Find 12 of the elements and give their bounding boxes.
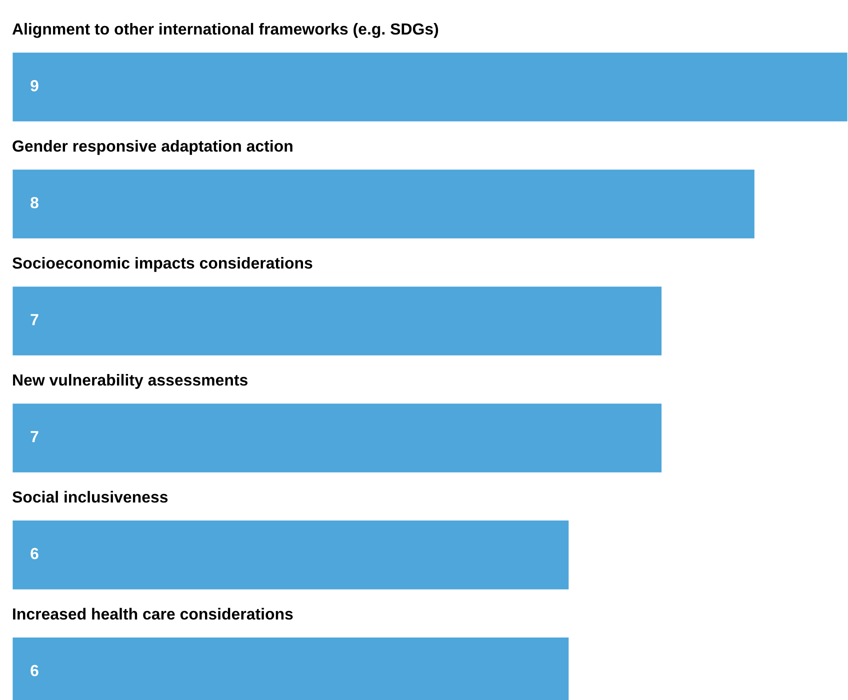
data-label: 6 bbox=[30, 548, 38, 560]
y-tick-label: Alignment to other international frameworks (e.g. SDGs) bbox=[12, 22, 438, 38]
y-tick-label: Social inclusiveness bbox=[12, 490, 168, 503]
y-tick-label: Socioeconomic impacts considerations bbox=[12, 256, 312, 272]
data-label: 7 bbox=[30, 314, 38, 326]
data-label: 6 bbox=[30, 664, 38, 676]
data-label: 7 bbox=[30, 431, 38, 442]
data-label: 8 bbox=[30, 196, 38, 208]
y-tick-label: New vulnerability assessments bbox=[13, 374, 248, 389]
data-label: 9 bbox=[30, 80, 38, 92]
y-tick-label: Gender responsive adaptation action bbox=[12, 140, 292, 155]
y-tick-label: Increased health care considerations bbox=[13, 608, 293, 620]
